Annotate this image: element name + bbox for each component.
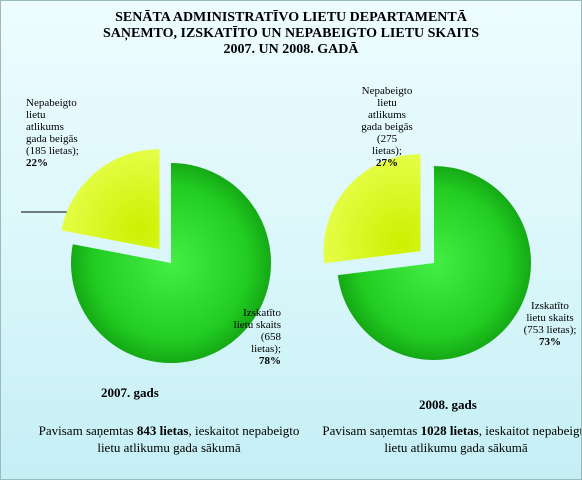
pie-slice [71,163,271,363]
pie-title: 2007. gads [101,385,159,400]
slice-value-label: 27% [376,157,398,169]
slice-label: Izskatīto lietu skaits (658 lietas); 78% [229,307,281,367]
note-suffix: , ieskaitot nepabeigto lietu atlikumu ga… [97,423,300,455]
pie-slice [323,154,421,264]
slice-category: Izskatīto lietu skaits (753 lietas); [523,300,577,336]
slice-category: Nepabeigto lietu atlikums gada beigās (2… [361,85,413,157]
slice-label: Nepabeigto lietu atlikums gada beigās (2… [361,85,413,169]
note-bold: 1028 lietas [420,423,479,438]
pie-slice [337,166,531,360]
pie-note: Pavisam saņemtas 843 lietas, ieskaitot n… [34,422,304,456]
title-line: SENĀTA ADMINISTRATĪVO LIETU DEPARTAMENTĀ [115,10,467,25]
pie-note: Pavisam saņemtas 1028 lietas, ieskaitot … [321,422,582,456]
slice-value-label: 78% [259,355,281,367]
pie-slice [61,149,160,250]
slice-label: Nepabeigto lietu atlikums gada beigās (1… [26,97,84,169]
slice-value-label: 22% [26,157,48,169]
note-suffix: , ieskaitot nepabeigto lietu atlikumu ga… [384,423,582,455]
slice-category: Nepabeigto lietu atlikums gada beigās (1… [26,97,79,157]
title-line: SAŅEMTO, IZSKATĪTO UN NEPABEIGTO LIETU S… [102,26,480,41]
note-prefix: Pavisam saņemtas [322,423,418,438]
pie-title: 2008. gads [419,397,477,412]
slice-label: Izskatīto lietu skaits (753 lietas); 73% [523,300,577,348]
slice-category: Izskatīto lietu skaits (658 lietas); [233,307,281,355]
title-line: 2007. UN 2008. GADĀ [223,42,359,57]
slice-value-label: 73% [539,336,561,348]
note-bold: 843 lietas [136,423,189,438]
note-prefix: Pavisam saņemtas [38,423,134,438]
